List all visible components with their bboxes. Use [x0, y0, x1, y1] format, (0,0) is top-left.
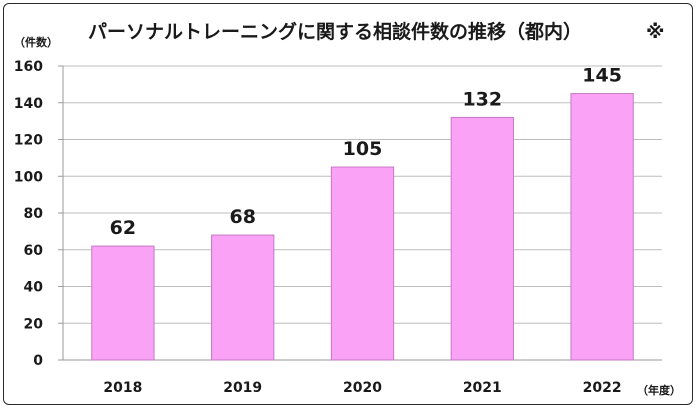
x-axis: 2018 2019 2020 2021 2022 — [103, 380, 621, 396]
title-note-mark: ※ — [646, 21, 664, 43]
data-labels: 62 68 105 132 145 — [110, 65, 622, 240]
y-tick-label: 100 — [14, 169, 43, 185]
bar-2020 — [330, 166, 395, 361]
y-axis: 0 20 40 60 80 100 120 140 160 — [14, 59, 662, 369]
y-tick-label: 140 — [14, 96, 43, 112]
data-label-2018: 62 — [110, 217, 136, 239]
y-tick-label: 120 — [14, 133, 43, 149]
data-label-2019: 68 — [229, 206, 255, 228]
bar-2021 — [450, 116, 514, 361]
data-label-2020: 105 — [343, 138, 383, 160]
data-label-2022: 145 — [582, 65, 622, 87]
x-tick-label-2022: 2022 — [583, 380, 622, 396]
bar-2018 — [91, 245, 155, 361]
x-axis-unit-label: （年度） — [637, 383, 681, 397]
y-axis-unit-label: （件数） — [14, 35, 58, 49]
y-tick-label: 80 — [24, 206, 44, 222]
bars — [91, 93, 634, 361]
x-tick-label-2018: 2018 — [103, 380, 142, 396]
data-label-2021: 132 — [462, 88, 502, 110]
x-tick-label-2021: 2021 — [463, 380, 502, 396]
chart-title: パーソナルトレーニングに関する相談件数の推移（都内） — [88, 20, 582, 43]
x-tick-label-2019: 2019 — [223, 380, 262, 396]
x-tick-label-2020: 2020 — [343, 380, 382, 396]
bar-2019 — [211, 234, 275, 361]
y-tick-label: 60 — [24, 243, 44, 259]
bar-2022 — [570, 93, 634, 361]
y-tick-label: 40 — [24, 280, 44, 296]
y-tick-label: 0 — [33, 353, 43, 369]
y-tick-label: 20 — [24, 316, 44, 332]
y-tick-label: 160 — [14, 59, 43, 75]
